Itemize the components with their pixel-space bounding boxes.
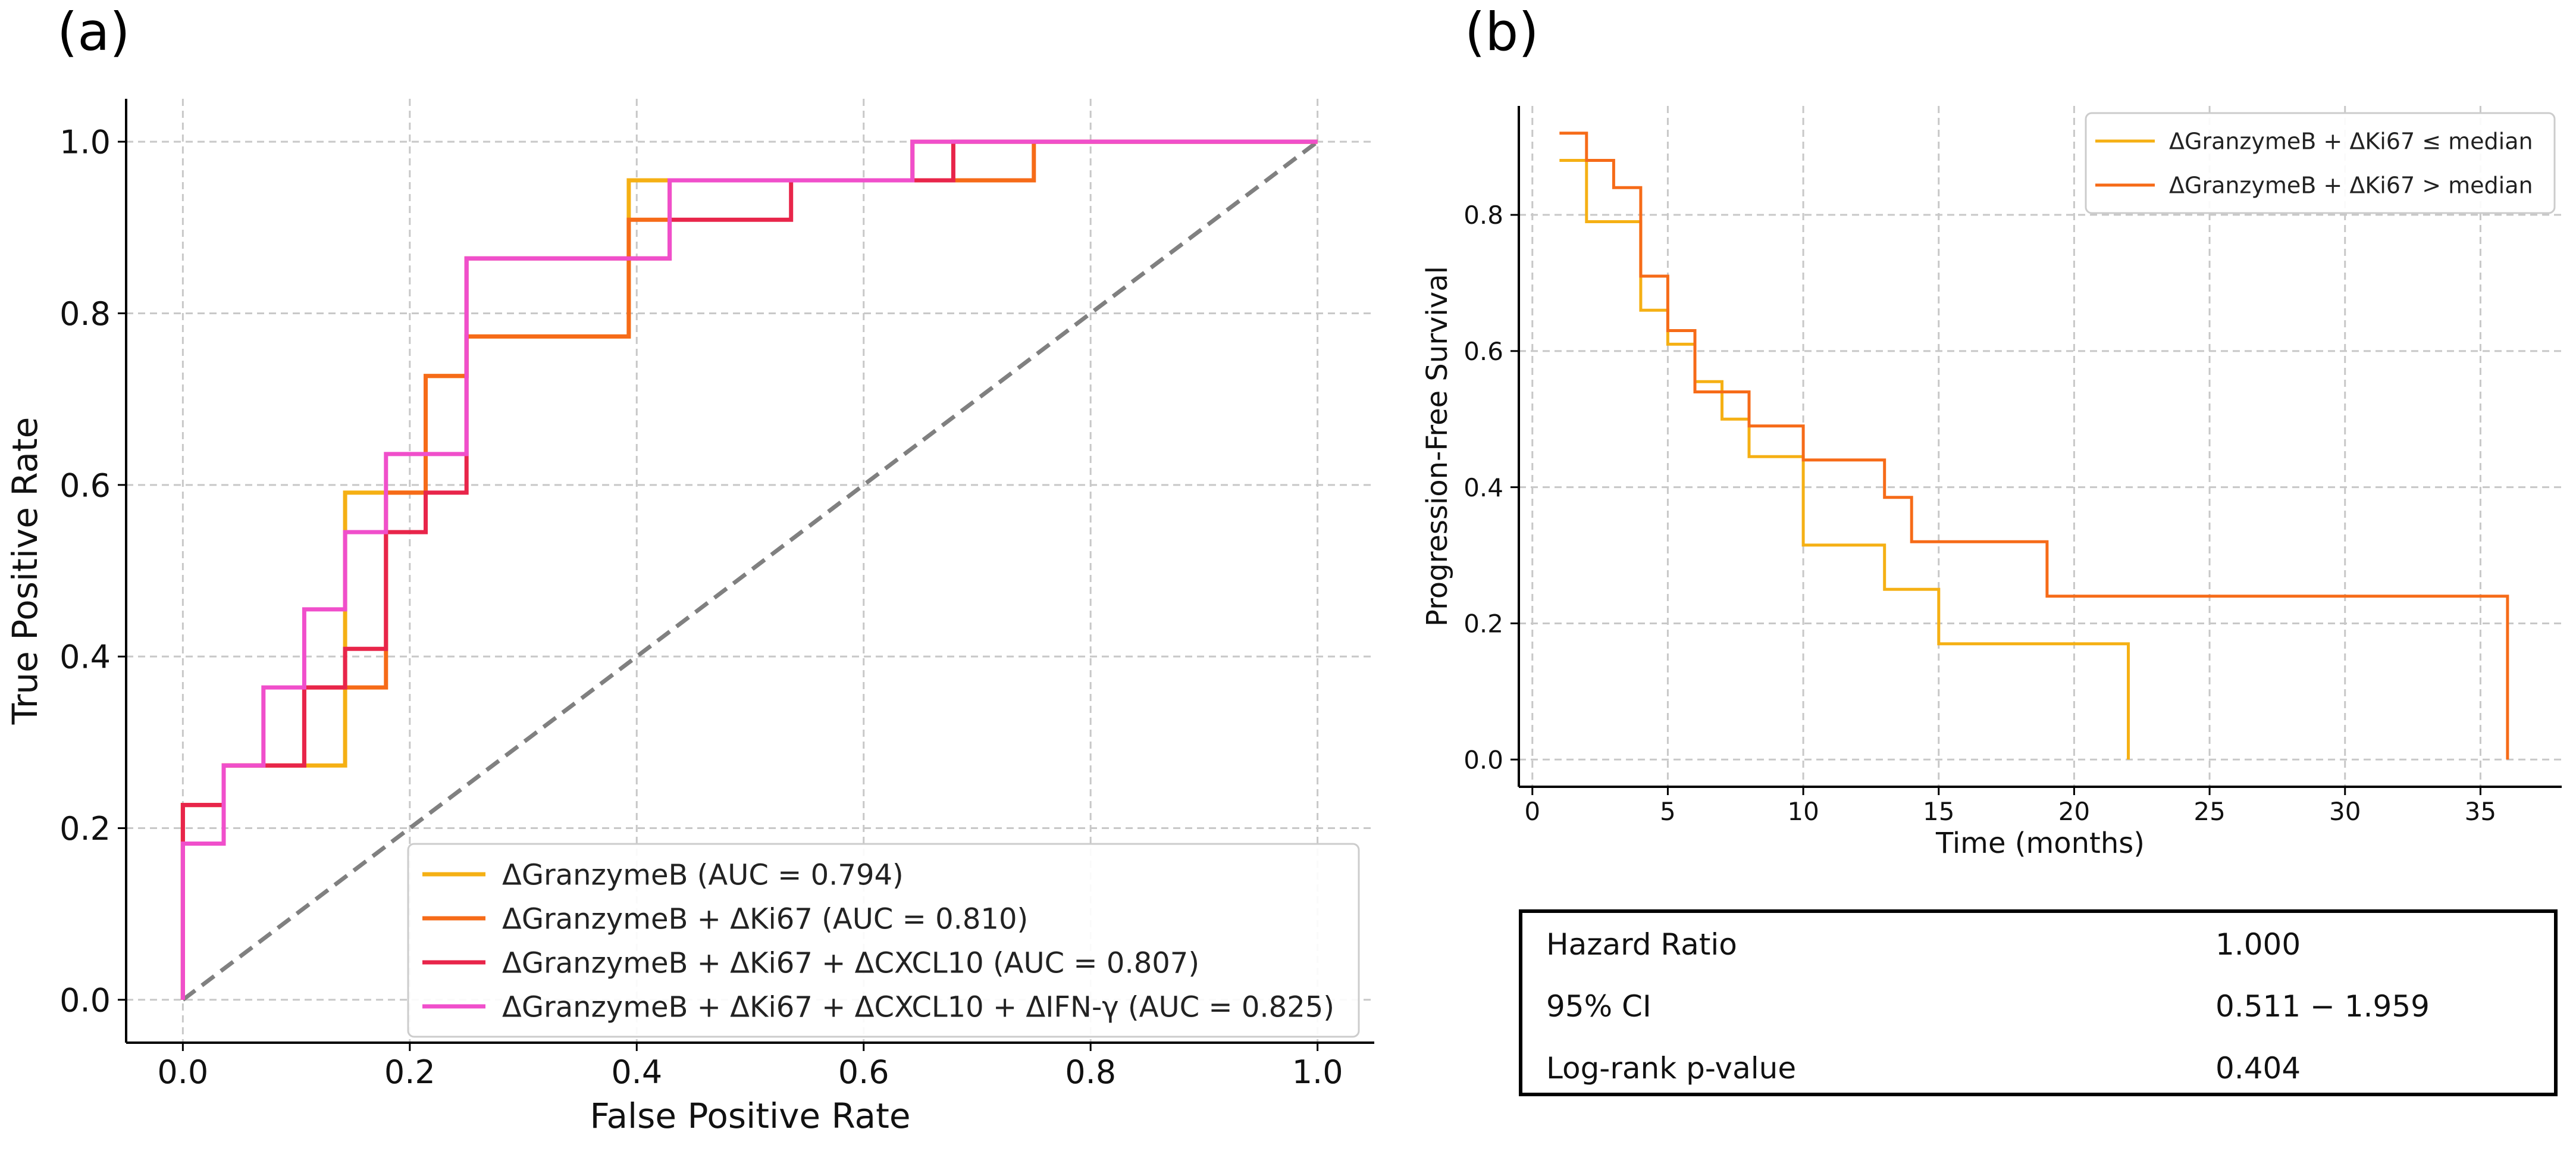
legend-entry-label: ΔGranzymeB + ΔKi67 > median	[2169, 173, 2533, 199]
x-tick-label: 30	[2329, 797, 2361, 826]
legend-entry-label: ΔGranzymeB + ΔKi67 (AUC = 0.810)	[502, 902, 1028, 936]
panel-label-a: (a)	[57, 1, 130, 62]
y-tick-label: 0.6	[59, 467, 111, 504]
legend-box	[2085, 112, 2556, 214]
y-axis-label: True Positive Rate	[5, 417, 45, 725]
stats-row-ci: 95% CI 0.511 − 1.959	[1522, 975, 2554, 1037]
legend-box	[407, 843, 1360, 1038]
x-axis-label: False Positive Rate	[590, 1096, 910, 1136]
series-line-4	[180, 139, 1318, 1000]
hazard-ratio-value: 1.000	[2215, 927, 2301, 962]
stats-row-pvalue: Log-rank p-value 0.404	[1522, 1037, 2554, 1099]
x-tick-label: 25	[2193, 797, 2225, 826]
stats-table: Hazard Ratio 1.000 95% CI 0.511 − 1.959 …	[1519, 909, 2558, 1096]
x-axis-label: Time (months)	[1935, 827, 2145, 860]
y-tick-label: 0.0	[1464, 745, 1503, 774]
y-tick-label: 0.2	[1464, 609, 1503, 639]
legend-entry-label: ΔGranzymeB + ΔKi67 + ΔCXCL10 + ΔIFN-γ (A…	[502, 990, 1334, 1024]
hazard-ratio-label: Hazard Ratio	[1546, 927, 1737, 962]
x-tick-label: 1.0	[1292, 1053, 1343, 1091]
y-tick-label: 0.8	[1464, 201, 1503, 230]
x-tick-label: 0.2	[384, 1053, 435, 1091]
y-tick-label: 0.2	[59, 810, 111, 847]
legend-entry-label: ΔGranzymeB + ΔKi67 + ΔCXCL10 (AUC = 0.80…	[502, 946, 1199, 980]
x-tick-label: 15	[1923, 797, 1954, 826]
y-tick-label: 0.0	[59, 981, 111, 1019]
pvalue-label: Log-rank p-value	[1546, 1051, 1797, 1086]
y-axis-label: Progression-Free Survival	[1421, 266, 1454, 627]
y-tick-label: 0.6	[1464, 337, 1503, 366]
series-line-2	[1559, 132, 2509, 760]
x-tick-label: 0.0	[157, 1053, 208, 1091]
legend-entry-label: ΔGranzymeB (AUC = 0.794)	[502, 858, 904, 892]
x-tick-label: 0.4	[611, 1053, 662, 1091]
panel-label-b: (b)	[1465, 1, 1539, 62]
x-tick-label: 0	[1524, 797, 1540, 826]
x-tick-label: 0.8	[1065, 1053, 1116, 1091]
stats-row-hazard-ratio: Hazard Ratio 1.000	[1522, 913, 2554, 975]
x-tick-label: 35	[2465, 797, 2496, 826]
ci-value: 0.511 − 1.959	[2215, 989, 2430, 1024]
km-chart: 0 5 10 15 20 25 30 35 0.0 0.2 0.4 0.6 0.8 Time (month…	[1421, 106, 2562, 860]
y-tick-label: 0.4	[1464, 473, 1503, 502]
x-tick-label: 5	[1660, 797, 1676, 826]
legend-entry-label: ΔGranzymeB + ΔKi67 ≤ median	[2169, 129, 2533, 155]
roc-chart: 0.0 0.2 0.4 0.6 0.8 1.0 0.0 0.2 0.4 0.6 0.8 1.0 Fals…	[5, 99, 1374, 1136]
y-tick-label: 0.4	[59, 639, 111, 676]
y-tick-label: 1.0	[59, 124, 111, 161]
x-tick-label: 20	[2058, 797, 2090, 826]
y-tick-label: 0.8	[59, 295, 111, 333]
x-tick-label: 0.6	[838, 1053, 889, 1091]
pvalue-value: 0.404	[2215, 1051, 2301, 1086]
x-tick-label: 10	[1787, 797, 1819, 826]
ci-label: 95% CI	[1546, 989, 1651, 1024]
